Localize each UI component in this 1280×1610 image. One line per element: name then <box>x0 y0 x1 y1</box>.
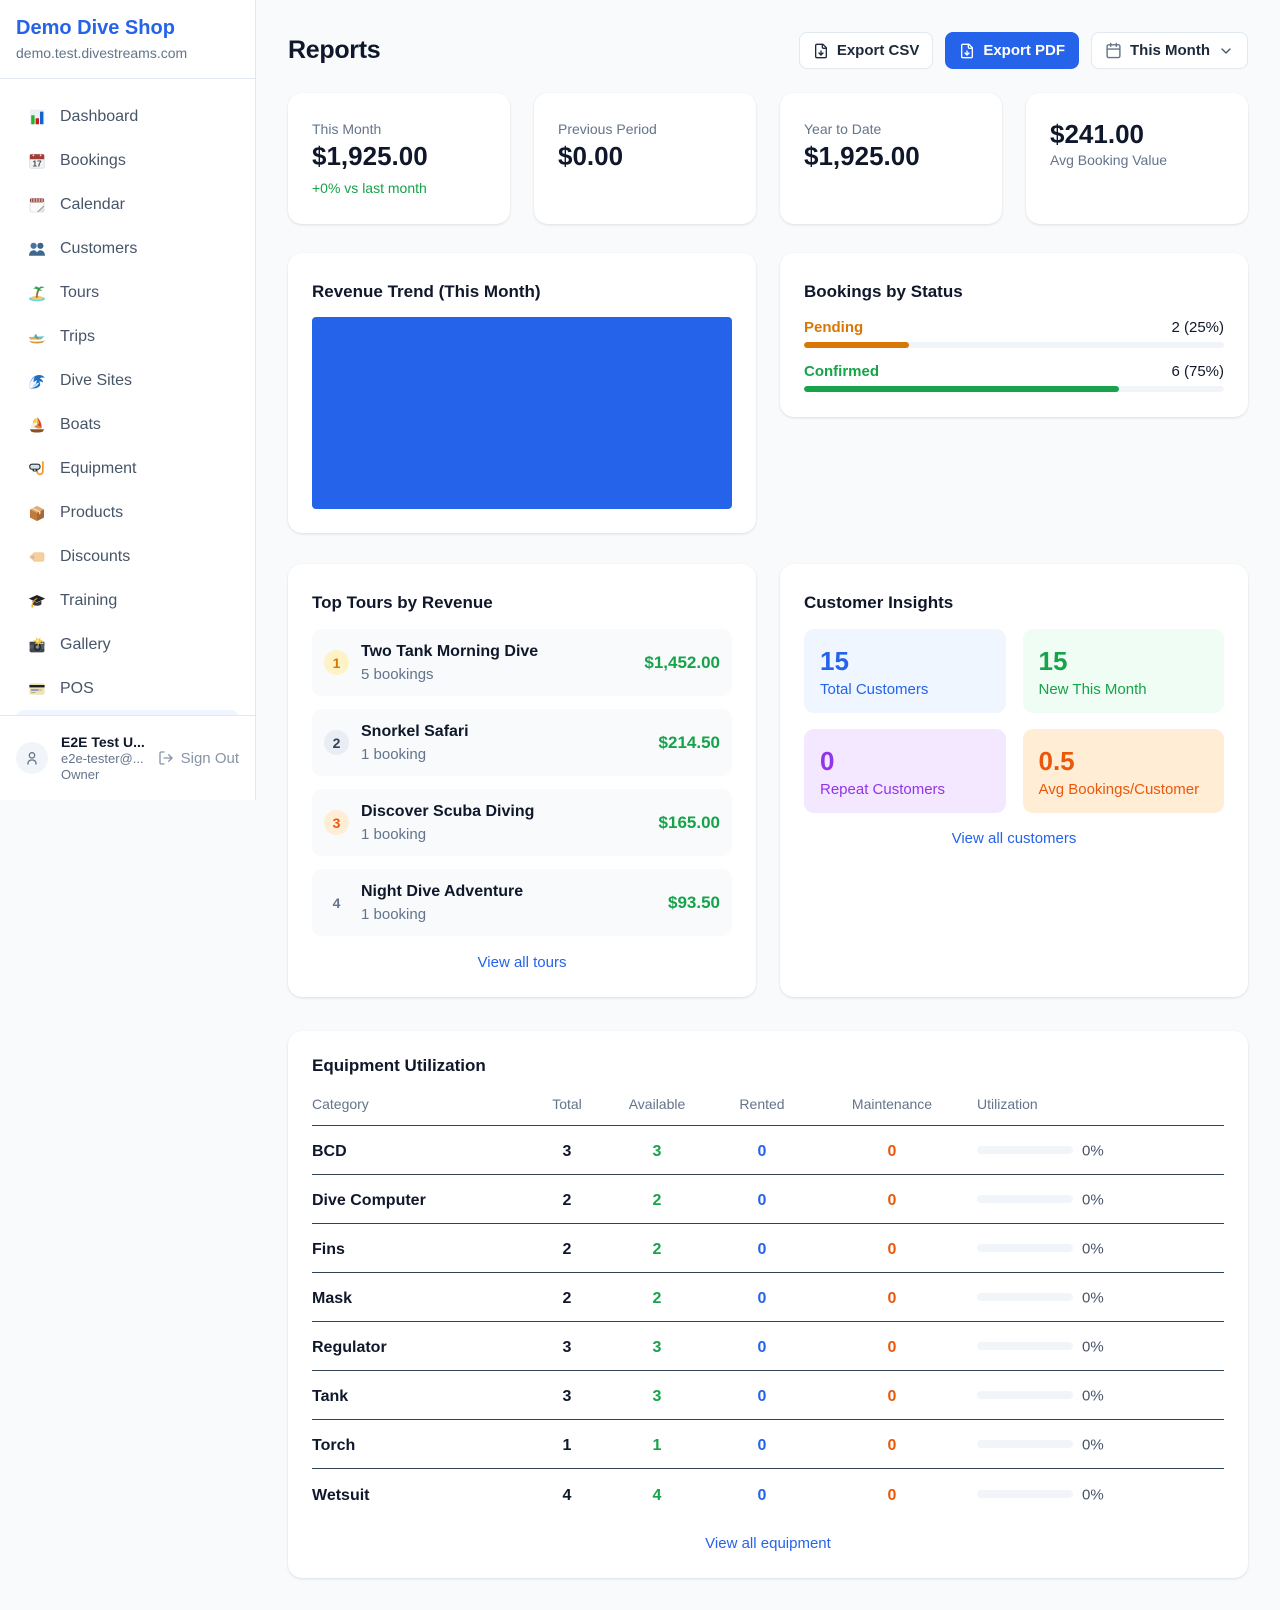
svg-text:17: 17 <box>32 159 42 169</box>
